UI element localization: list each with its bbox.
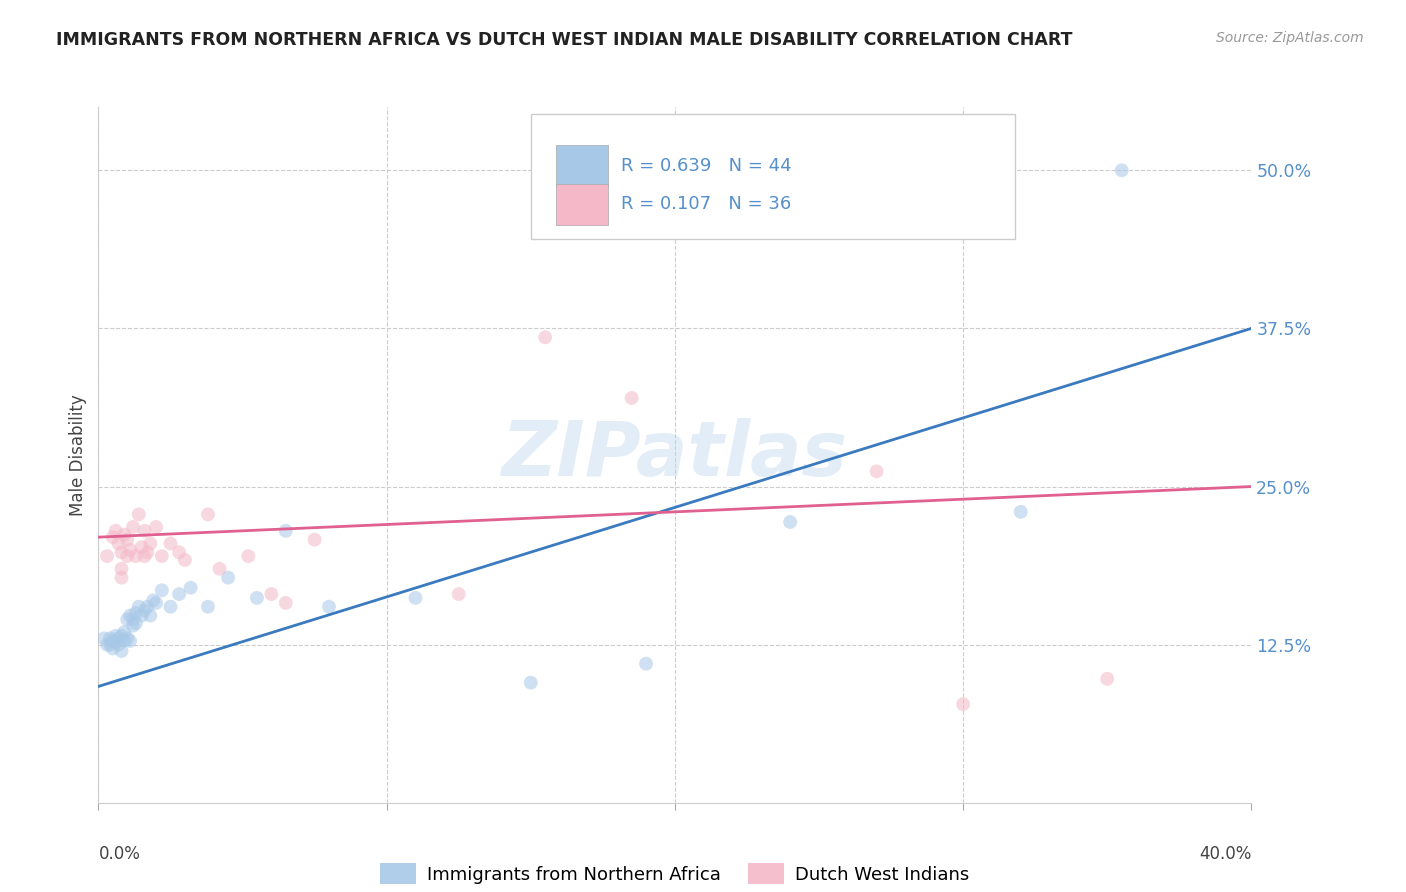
Text: R = 0.639   N = 44: R = 0.639 N = 44: [620, 157, 792, 175]
Y-axis label: Male Disability: Male Disability: [69, 394, 87, 516]
Point: [159, 536, 181, 550]
Point: [128, 599, 150, 614]
Point: [122, 618, 145, 632]
Point: [125, 616, 148, 631]
Point: [779, 515, 801, 529]
Point: [122, 520, 145, 534]
FancyBboxPatch shape: [530, 114, 1015, 239]
Point: [208, 562, 231, 576]
Point: [866, 464, 889, 478]
Point: [117, 549, 138, 563]
Point: [120, 542, 142, 557]
Text: 0.0%: 0.0%: [98, 845, 141, 863]
Point: [134, 549, 156, 563]
Point: [117, 632, 138, 646]
Point: [139, 608, 162, 623]
Point: [197, 508, 219, 522]
Text: ZIPatlas: ZIPatlas: [502, 418, 848, 491]
Point: [136, 599, 159, 614]
Point: [197, 599, 219, 614]
Point: [120, 608, 142, 623]
Point: [134, 524, 156, 538]
Point: [131, 608, 153, 623]
Point: [104, 524, 127, 538]
Point: [260, 587, 283, 601]
Point: [107, 536, 129, 550]
Point: [145, 520, 167, 534]
Legend: Immigrants from Northern Africa, Dutch West Indians: Immigrants from Northern Africa, Dutch W…: [381, 863, 969, 884]
Point: [620, 391, 643, 405]
Point: [142, 593, 165, 607]
Point: [246, 591, 269, 605]
Point: [98, 638, 121, 652]
Point: [120, 633, 142, 648]
Point: [96, 549, 118, 563]
Point: [134, 603, 156, 617]
Point: [238, 549, 260, 563]
Point: [110, 644, 132, 658]
Point: [174, 553, 197, 567]
Point: [318, 599, 340, 614]
Text: 40.0%: 40.0%: [1199, 845, 1251, 863]
Point: [520, 675, 543, 690]
Point: [1097, 672, 1119, 686]
Point: [128, 508, 150, 522]
Point: [107, 632, 129, 646]
Point: [125, 606, 148, 620]
Point: [150, 583, 173, 598]
Point: [93, 632, 115, 646]
Point: [1111, 163, 1133, 178]
Point: [139, 536, 162, 550]
Point: [136, 545, 159, 559]
Point: [167, 545, 190, 559]
Point: [167, 587, 190, 601]
Point: [112, 625, 135, 640]
Point: [447, 587, 470, 601]
Point: [274, 596, 297, 610]
Point: [101, 641, 124, 656]
Point: [274, 524, 297, 538]
Point: [150, 549, 173, 563]
Point: [304, 533, 326, 547]
Point: [104, 629, 127, 643]
Point: [217, 571, 239, 585]
Point: [112, 633, 135, 648]
Point: [101, 530, 124, 544]
Point: [98, 632, 121, 646]
Text: R = 0.107   N = 36: R = 0.107 N = 36: [620, 195, 792, 213]
Point: [405, 591, 427, 605]
Point: [112, 527, 135, 541]
Point: [110, 571, 132, 585]
Point: [1010, 505, 1032, 519]
Point: [104, 635, 127, 649]
Point: [145, 596, 167, 610]
Point: [96, 638, 118, 652]
Point: [122, 612, 145, 626]
Text: IMMIGRANTS FROM NORTHERN AFRICA VS DUTCH WEST INDIAN MALE DISABILITY CORRELATION: IMMIGRANTS FROM NORTHERN AFRICA VS DUTCH…: [56, 31, 1073, 49]
Point: [159, 599, 181, 614]
Point: [131, 541, 153, 555]
Point: [636, 657, 658, 671]
Point: [180, 581, 202, 595]
Point: [110, 629, 132, 643]
Text: Source: ZipAtlas.com: Source: ZipAtlas.com: [1216, 31, 1364, 45]
Point: [125, 549, 148, 563]
Point: [110, 545, 132, 559]
Point: [110, 562, 132, 576]
FancyBboxPatch shape: [557, 145, 607, 187]
Point: [117, 612, 138, 626]
FancyBboxPatch shape: [557, 184, 607, 226]
Point: [534, 330, 557, 344]
Point: [107, 638, 129, 652]
Point: [952, 697, 974, 711]
Point: [101, 633, 124, 648]
Point: [117, 533, 138, 547]
